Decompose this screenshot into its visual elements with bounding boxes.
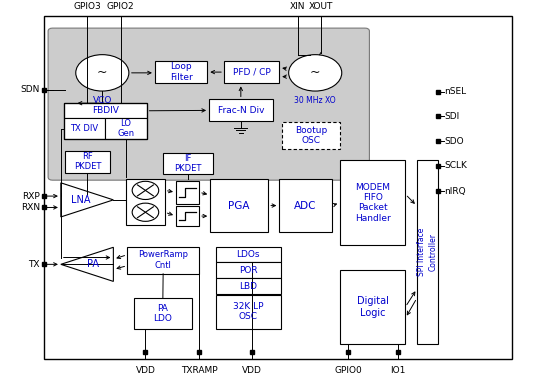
Bar <box>224 61 279 84</box>
Text: LBD: LBD <box>239 282 257 291</box>
Text: MODEM
FIFO
Packet
Handler: MODEM FIFO Packet Handler <box>355 183 390 223</box>
Circle shape <box>76 55 129 91</box>
Text: ~: ~ <box>310 66 320 79</box>
Bar <box>64 103 147 118</box>
Bar <box>176 206 199 226</box>
Text: ~: ~ <box>97 66 107 79</box>
Text: VDD: VDD <box>242 366 262 375</box>
Circle shape <box>132 203 159 221</box>
Text: nSEL: nSEL <box>444 87 466 96</box>
Bar <box>417 160 438 344</box>
Bar <box>209 100 273 121</box>
Bar <box>176 181 199 204</box>
Text: SDI: SDI <box>444 112 460 121</box>
Text: GPIO0: GPIO0 <box>335 366 362 375</box>
Text: RXP: RXP <box>22 192 40 201</box>
Text: SDN: SDN <box>20 86 40 94</box>
Bar <box>126 179 165 225</box>
Text: VCO: VCO <box>92 96 112 105</box>
Text: IO1: IO1 <box>390 366 406 375</box>
Bar <box>279 179 332 232</box>
Text: XOUT: XOUT <box>309 2 333 11</box>
Text: LDOs: LDOs <box>237 250 260 259</box>
Text: SDO: SDO <box>444 136 463 146</box>
Circle shape <box>132 181 159 200</box>
Text: TX: TX <box>28 260 40 269</box>
Text: GPIO2: GPIO2 <box>107 2 134 11</box>
Text: LNA: LNA <box>71 195 91 205</box>
Text: PowerRamp
Cntl: PowerRamp Cntl <box>138 250 188 270</box>
Bar <box>127 247 199 274</box>
Text: 32K LP
OSC: 32K LP OSC <box>233 302 264 321</box>
Bar <box>340 160 405 245</box>
Bar <box>134 298 192 329</box>
Text: Bootup
OSC: Bootup OSC <box>295 126 327 145</box>
Bar <box>216 263 281 279</box>
Polygon shape <box>61 247 113 282</box>
Text: TXRAMP: TXRAMP <box>181 366 217 375</box>
Text: LO
Gen: LO Gen <box>117 119 134 138</box>
Bar <box>210 179 268 232</box>
Bar <box>64 103 147 139</box>
Bar <box>105 118 147 139</box>
Text: SPI Interface
Controller: SPI Interface Controller <box>418 228 437 276</box>
Text: PA: PA <box>87 259 100 269</box>
Polygon shape <box>61 183 113 217</box>
Text: PA
LDO: PA LDO <box>153 304 173 323</box>
Text: PFD / CP: PFD / CP <box>233 68 270 77</box>
Text: Loop
Filter: Loop Filter <box>170 62 192 82</box>
Text: ADC: ADC <box>294 201 317 211</box>
Text: VDD: VDD <box>135 366 155 375</box>
Text: RXN: RXN <box>20 203 40 212</box>
Text: nIRQ: nIRQ <box>444 187 466 196</box>
Bar <box>216 247 281 263</box>
Text: RF
PKDET: RF PKDET <box>74 152 101 171</box>
Text: TX DIV: TX DIV <box>70 124 98 133</box>
Text: PGA: PGA <box>228 201 250 211</box>
Text: Frac-N Div: Frac-N Div <box>217 106 264 115</box>
Bar <box>340 270 405 344</box>
Text: 30 MHz XO: 30 MHz XO <box>294 96 336 105</box>
Bar <box>65 151 110 173</box>
Text: XIN: XIN <box>290 2 305 11</box>
Bar <box>163 153 213 174</box>
Text: SCLK: SCLK <box>444 161 467 170</box>
Bar <box>216 279 281 294</box>
Bar <box>44 16 512 359</box>
Text: Digital
Logic: Digital Logic <box>357 296 389 318</box>
Bar <box>64 118 105 139</box>
Bar <box>216 294 281 329</box>
Text: POR: POR <box>239 266 258 275</box>
Bar <box>282 122 340 149</box>
Bar <box>155 61 207 84</box>
Text: IF
PKDET: IF PKDET <box>174 154 202 173</box>
Text: FBDIV: FBDIV <box>92 106 118 115</box>
FancyBboxPatch shape <box>48 28 369 180</box>
Text: GPIO3: GPIO3 <box>74 2 101 11</box>
Circle shape <box>289 55 342 91</box>
